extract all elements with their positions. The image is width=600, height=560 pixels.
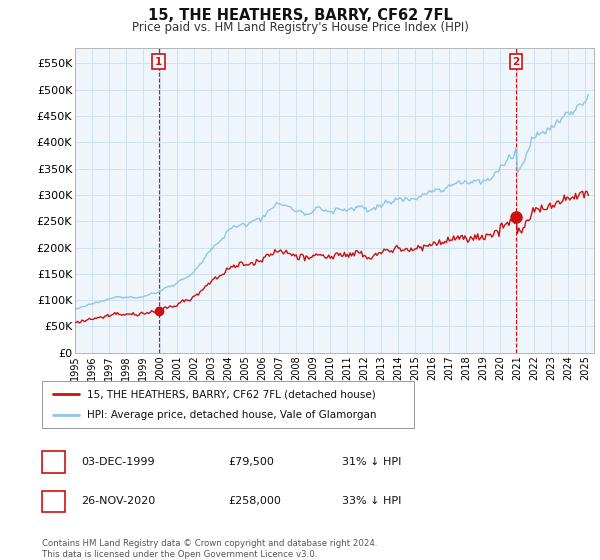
Text: HPI: Average price, detached house, Vale of Glamorgan: HPI: Average price, detached house, Vale… [86,410,376,420]
Text: Price paid vs. HM Land Registry's House Price Index (HPI): Price paid vs. HM Land Registry's House … [131,21,469,34]
Text: 15, THE HEATHERS, BARRY, CF62 7FL: 15, THE HEATHERS, BARRY, CF62 7FL [148,8,452,24]
Text: 1: 1 [50,457,57,467]
Text: 26-NOV-2020: 26-NOV-2020 [81,496,155,506]
Text: 15, THE HEATHERS, BARRY, CF62 7FL (detached house): 15, THE HEATHERS, BARRY, CF62 7FL (detac… [86,389,376,399]
Text: 1: 1 [155,57,163,67]
Text: 03-DEC-1999: 03-DEC-1999 [81,457,155,467]
Text: 2: 2 [512,57,520,67]
Text: 31% ↓ HPI: 31% ↓ HPI [342,457,401,467]
Text: £258,000: £258,000 [228,496,281,506]
Text: £79,500: £79,500 [228,457,274,467]
Text: 33% ↓ HPI: 33% ↓ HPI [342,496,401,506]
Text: Contains HM Land Registry data © Crown copyright and database right 2024.
This d: Contains HM Land Registry data © Crown c… [42,539,377,559]
Text: 2: 2 [50,496,57,506]
